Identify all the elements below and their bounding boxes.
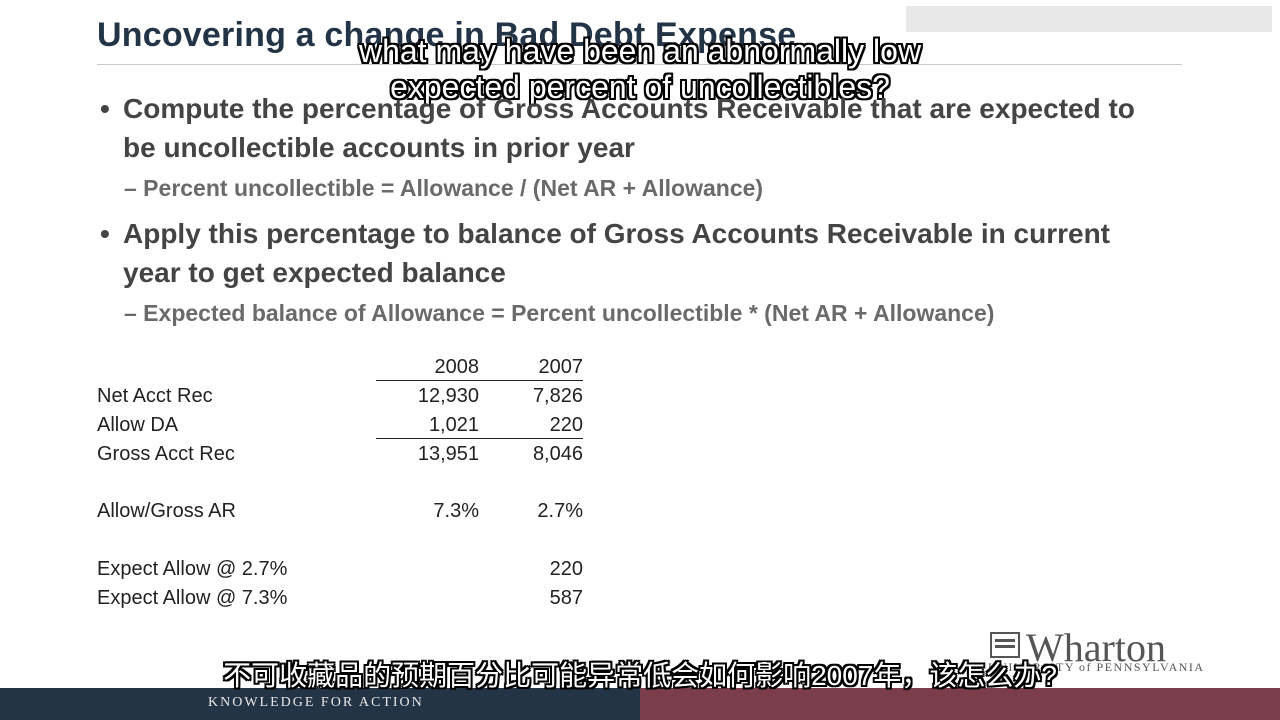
row-label: Gross Acct Rec <box>97 443 235 465</box>
bullet-dot-icon: • <box>100 93 110 124</box>
cell-2007: 220 <box>549 558 583 580</box>
row-label: Expect Allow @ 2.7% <box>97 558 288 580</box>
subtitle-caption-line-2: expected percent of uncollectibles? <box>390 69 890 105</box>
cell-2007: 8,046 <box>532 443 583 465</box>
row-label: Allow/Gross AR <box>97 500 236 522</box>
subtitle-caption-chinese: 不可收藏品的预期百分比可能异常低会如何影响2007年，该怎么办? <box>223 660 1057 691</box>
bullet-dot-icon: • <box>100 218 110 249</box>
row-label: Allow DA <box>97 414 179 436</box>
bullet-2-text: Apply this percentage to balance of Gros… <box>123 218 1110 288</box>
row-label: Expect Allow @ 7.3% <box>97 587 288 609</box>
bullet-1-text: Compute the percentage of Gross Accounts… <box>123 93 1135 163</box>
footer-bar-left <box>0 688 640 720</box>
bullet-2-subpoint: – Expected balance of Allowance = Percen… <box>124 300 995 326</box>
cell-2007: 220 <box>549 414 583 436</box>
subtitle-caption-line-1: what may have been an abnormally low <box>358 33 922 69</box>
cell-2007: 587 <box>549 587 583 609</box>
header-underline <box>376 380 583 381</box>
slide-title: Uncovering a change in Bad Debt Expense <box>97 16 797 54</box>
footer-bar-right <box>640 688 1280 720</box>
wharton-logo: Wharton <box>1026 625 1166 670</box>
cell-2007: 7,826 <box>532 385 583 407</box>
cell-2008: 12,930 <box>417 385 479 407</box>
bullet-1-subpoint: – Percent uncollectible = Allowance / (N… <box>124 175 764 201</box>
column-header-2008: 2008 <box>434 356 480 378</box>
footer-tagline: KNOWLEDGE FOR ACTION <box>208 695 424 710</box>
row-label: Net Acct Rec <box>97 385 213 407</box>
watermark-box <box>906 6 1272 32</box>
cell-2008: 1,021 <box>428 414 479 436</box>
cell-2008: 7.3% <box>433 500 479 522</box>
cell-2008: 13,951 <box>417 443 479 465</box>
university-subtitle: UNIVERSITY of PENNSYLVANIA <box>988 660 1205 674</box>
title-divider <box>97 64 1182 65</box>
wharton-shield-icon <box>990 632 1020 658</box>
column-header-2007: 2007 <box>538 356 584 378</box>
sum-underline <box>376 438 583 439</box>
cell-2007: 2.7% <box>537 500 583 522</box>
